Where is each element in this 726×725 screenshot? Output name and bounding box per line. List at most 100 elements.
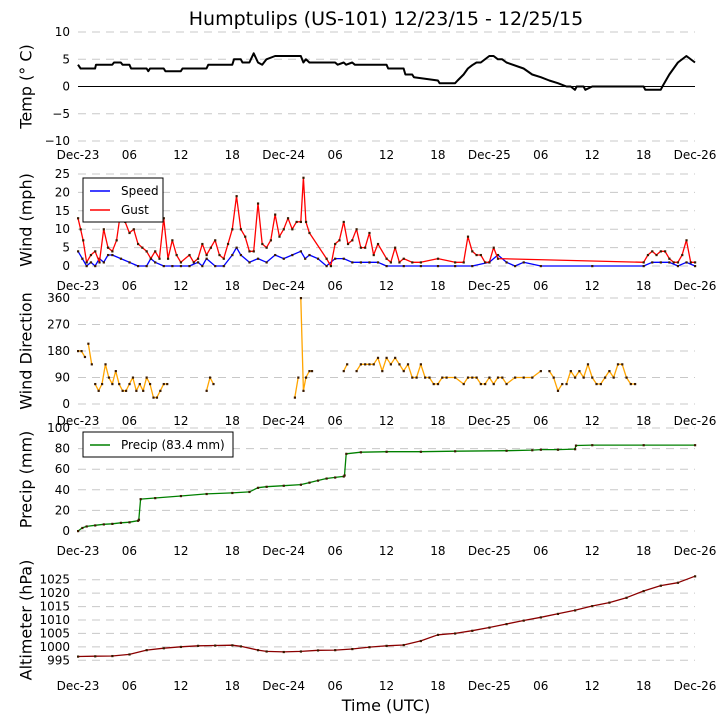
data-point [248,261,251,264]
y-tick-label: 270 [47,318,70,332]
data-point [419,363,422,366]
data-point [308,253,311,257]
data-point [376,242,380,246]
data-point [406,363,410,366]
x-tick-label: 06 [122,279,137,293]
data-point [261,242,264,246]
data-point [205,253,208,257]
data-point [681,253,684,257]
data-point [201,242,204,246]
x-tick-label: 18 [636,148,651,162]
data-point [359,363,362,366]
x-tick-label: Dec-23 [57,679,100,693]
data-point [77,217,80,220]
data-point [595,382,598,386]
data-point [304,220,308,224]
data-point [154,250,157,253]
data-point [419,265,422,268]
y-tick-label: −10 [45,134,70,148]
data-point [114,370,117,373]
x-tick-label: Dec-25 [468,279,511,293]
data-point [342,370,345,373]
y-tick-label: 100 [47,421,70,435]
data-point [492,246,495,249]
x-tick-label: 18 [225,148,240,162]
data-point [441,376,444,379]
data-point [94,250,97,253]
x-tick-label: 12 [379,279,394,293]
x-tick-label: 18 [225,679,240,693]
x-tick-label: 06 [122,414,137,428]
x-tick-label: Dec-24 [262,279,305,293]
panel-wind: 0 5 10 15 20 25 Dec-23 06 12 18 Dec-24 06 12 18 Dec-25… [17,167,717,293]
data-point [124,389,128,392]
data-point [102,523,105,526]
data-point [694,444,697,447]
data-point [368,363,371,366]
x-tick-label: 12 [173,544,188,558]
x-tick-label: 06 [533,279,548,293]
x-tick-label: 06 [327,414,342,428]
data-point [419,639,422,643]
data-point [222,265,225,268]
x-tick-label: 12 [173,414,188,428]
x-tick-label: 12 [585,279,600,293]
series-line-wind-direction [548,370,563,392]
y-tick-label: 0 [62,80,70,94]
data-point [334,242,337,246]
y-axis-label-wind: Wind (mph) [17,173,36,267]
x-tick-label: 06 [533,414,548,428]
series-line-wind-direction [355,357,542,385]
data-point [668,257,671,260]
data-point [368,261,371,264]
y-tick-label: 1000 [39,640,70,654]
data-point [135,389,138,392]
data-point [175,253,178,257]
data-point [522,376,525,379]
data-point [394,356,397,359]
data-point [629,382,632,386]
data-point [145,250,148,253]
data-point [471,376,474,379]
data-point [531,376,534,379]
data-point [239,253,243,257]
data-point [368,646,371,649]
data-point [501,376,504,379]
data-point [299,250,303,253]
data-point [368,231,371,235]
data-point [496,257,500,260]
panel-precip: 0 20 40 60 80 100 Dec-23 06 12 18 Dec-24 06 12 18 Dec-… [17,421,717,558]
y-tick-label: 1005 [39,626,70,640]
data-point [231,228,234,231]
data-point [119,257,123,260]
data-point [81,257,84,260]
data-point [436,633,440,636]
data-point [621,363,624,366]
x-tick-label: 18 [430,679,445,693]
y-axis-label-precip: Precip (mm) [17,431,36,529]
y-tick-label: −5 [52,107,70,121]
x-tick-label: 06 [327,679,342,693]
series-line-wind-direction [205,376,214,391]
data-point [419,261,422,264]
data-point [539,616,542,619]
data-point [343,474,346,477]
data-point [552,376,555,379]
data-point [466,235,470,238]
x-tick-label: Dec-26 [674,279,717,293]
data-point [372,253,375,257]
x-tick-label: 06 [533,544,548,558]
data-point [471,265,474,268]
data-point [209,246,213,249]
x-tick-label: 06 [533,148,548,162]
data-point [539,370,542,373]
data-point [278,235,281,238]
data-point [293,396,297,399]
x-tick-label: 12 [379,544,394,558]
data-point [111,522,114,525]
data-point [642,265,645,268]
data-point [376,356,380,359]
x-tick-label: Dec-25 [468,679,511,693]
data-point [475,376,478,379]
series-line-speed [77,246,696,267]
